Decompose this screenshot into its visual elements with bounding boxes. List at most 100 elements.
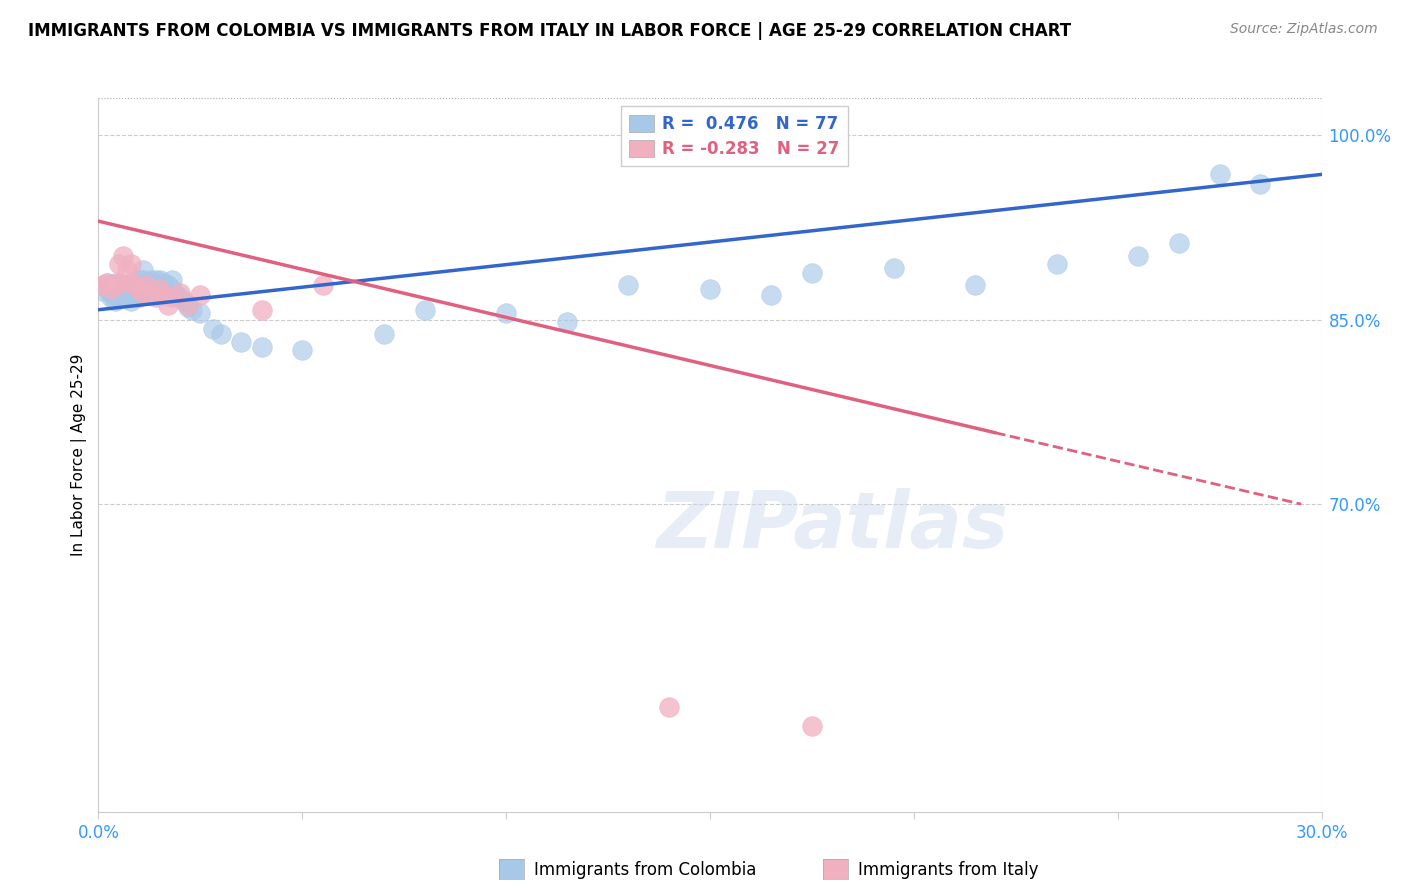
Point (111, 278, 134, 293)
Point (136, 278, 159, 293)
Point (128, 290, 150, 304)
Point (801, 718, 824, 732)
Point (108, 278, 131, 293)
Point (128, 282, 150, 296)
Point (658, 700, 681, 714)
Point (312, 278, 335, 293)
Point (111, 282, 134, 296)
Point (165, 288, 187, 302)
Legend: R =  0.476   N = 77, R = -0.283   N = 27: R = 0.476 N = 77, R = -0.283 N = 27 (621, 106, 848, 166)
Point (115, 290, 138, 304)
Point (152, 288, 174, 302)
Point (173, 294, 195, 309)
Point (124, 278, 146, 293)
Point (160, 273, 183, 287)
Point (120, 282, 142, 296)
Point (100, 285, 122, 300)
Point (761, 288, 783, 302)
Point (177, 298, 200, 312)
Point (1128, 249, 1150, 263)
Point (124, 278, 146, 293)
Text: Source: ZipAtlas.com: Source: ZipAtlas.com (1230, 22, 1378, 37)
Point (96, 276, 118, 290)
Point (801, 266, 824, 280)
Point (132, 282, 155, 296)
Point (156, 278, 179, 293)
Point (291, 343, 314, 358)
Point (108, 276, 131, 290)
Point (111, 249, 134, 263)
Point (132, 273, 155, 287)
Y-axis label: In Labor Force | Age 25-29: In Labor Force | Age 25-29 (72, 354, 87, 556)
Text: Immigrants from Colombia: Immigrants from Colombia (534, 861, 756, 879)
Point (149, 273, 172, 287)
Point (104, 288, 127, 302)
Point (152, 276, 174, 290)
Point (108, 288, 131, 302)
Point (1045, 257, 1069, 271)
Point (115, 288, 138, 302)
Point (136, 276, 159, 290)
Point (188, 288, 212, 302)
Point (115, 278, 138, 293)
Text: IMMIGRANTS FROM COLOMBIA VS IMMIGRANTS FROM ITALY IN LABOR FORCE | AGE 25-29 COR: IMMIGRANTS FROM COLOMBIA VS IMMIGRANTS F… (28, 22, 1071, 40)
Point (413, 302, 436, 317)
Point (149, 278, 172, 293)
Point (124, 288, 146, 302)
Text: Immigrants from Italy: Immigrants from Italy (858, 861, 1038, 879)
Point (104, 282, 127, 296)
Point (100, 278, 122, 293)
Point (128, 285, 150, 300)
Point (111, 290, 134, 304)
Point (231, 334, 253, 349)
Point (141, 273, 163, 287)
Point (557, 315, 579, 329)
Point (108, 285, 131, 299)
Point (115, 263, 138, 277)
Point (181, 302, 204, 317)
Point (156, 298, 179, 312)
Point (883, 260, 905, 275)
Point (145, 290, 167, 304)
Point (120, 257, 142, 271)
Point (160, 282, 183, 296)
Point (120, 288, 142, 302)
Point (1209, 168, 1232, 182)
Point (699, 282, 721, 296)
Point (104, 278, 127, 293)
Point (108, 290, 131, 304)
Point (124, 282, 146, 296)
Point (120, 294, 142, 309)
Point (120, 276, 142, 290)
Point (495, 306, 517, 320)
Point (152, 282, 174, 296)
Point (104, 276, 127, 290)
Point (1167, 236, 1189, 251)
Point (91, 278, 114, 293)
Point (169, 290, 191, 304)
Point (373, 327, 395, 342)
Point (100, 290, 122, 304)
Point (965, 278, 987, 293)
Point (145, 273, 167, 287)
Point (1249, 178, 1271, 192)
Point (136, 278, 159, 293)
Point (149, 282, 172, 296)
Point (100, 282, 122, 296)
Point (115, 282, 138, 296)
Point (96, 282, 118, 296)
Point (250, 340, 273, 354)
Point (169, 285, 191, 300)
Point (108, 282, 131, 296)
Point (128, 273, 150, 287)
Point (132, 285, 155, 300)
Point (145, 278, 167, 293)
Point (141, 285, 163, 300)
Point (141, 282, 163, 296)
Point (201, 322, 224, 336)
Point (128, 278, 150, 293)
Point (149, 285, 172, 300)
Text: ZIPatlas: ZIPatlas (657, 488, 1008, 565)
Point (160, 290, 183, 304)
Point (209, 327, 232, 342)
